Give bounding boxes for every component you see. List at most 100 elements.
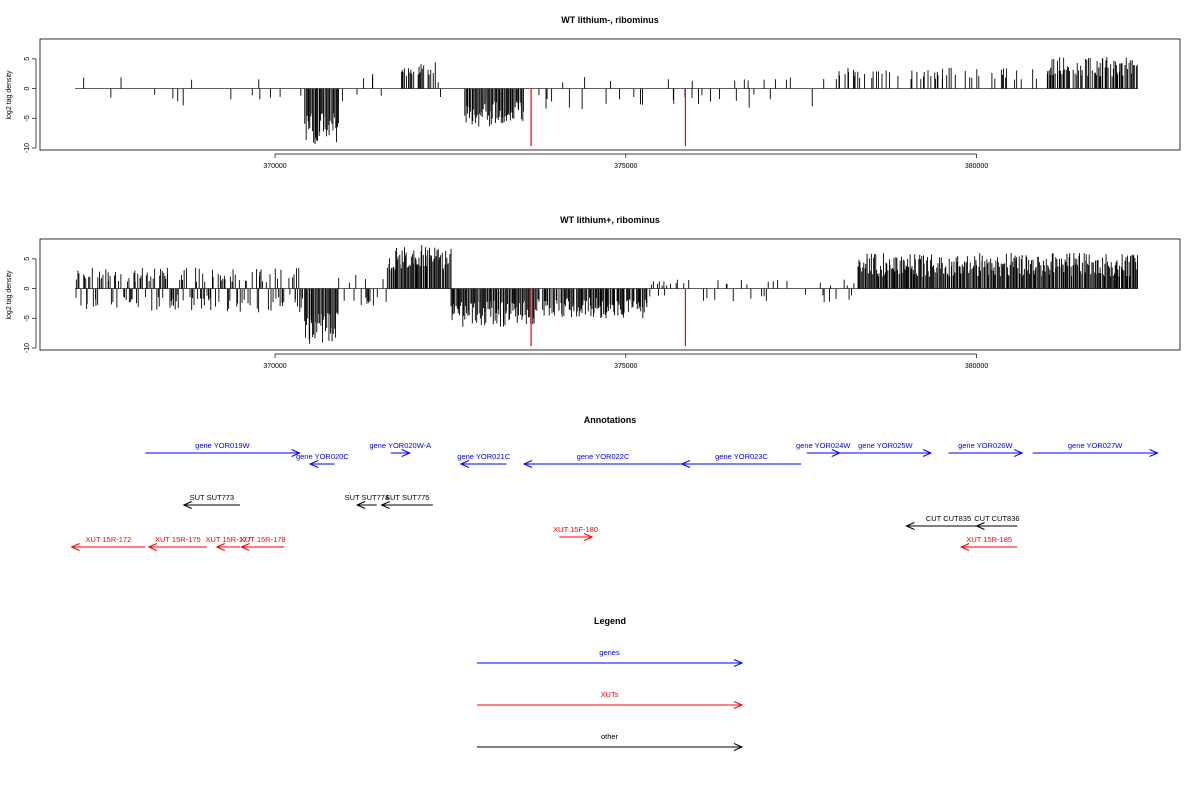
y-tick-label: -5 xyxy=(24,115,31,121)
feature-label: gene YOR019W xyxy=(195,441,250,450)
legend-item: genes xyxy=(477,648,744,667)
feature-label: gene YOR026W xyxy=(958,441,1013,450)
feature-arrow-head xyxy=(147,543,157,551)
feature-arrow-head xyxy=(380,501,390,509)
feature-arrow-head xyxy=(240,543,250,551)
x-tick-label: 380000 xyxy=(965,163,988,170)
legend-arrow-head xyxy=(733,743,744,751)
feature-arrow-head xyxy=(905,522,915,530)
feature-label: CUT CUT835 xyxy=(926,514,971,523)
y-tick-label: 0 xyxy=(24,287,31,291)
axes: 5 0 -5 -10 370000 375000 380000 xyxy=(24,257,988,370)
feature-label: XUT 15R-185 xyxy=(966,535,1012,544)
y-tick-label: -10 xyxy=(24,143,31,153)
y-axis-label: log2 tag density xyxy=(6,70,13,120)
annotation-feature: gene YOR021C xyxy=(457,452,511,468)
legend-title: Legend xyxy=(594,616,626,626)
annotation-feature: XUT 15R-175 xyxy=(147,535,207,551)
feature-arrow-head xyxy=(1013,449,1024,457)
annotation-feature: SUT SUT774 xyxy=(345,493,389,509)
legend-item: other xyxy=(477,732,744,751)
annotation-feature: XUT 15R-172 xyxy=(70,535,146,551)
feature-label: XUT 15F-180 xyxy=(553,525,598,534)
feature-label: SUT SUT775 xyxy=(385,493,429,502)
feature-label: gene YOR022C xyxy=(577,452,630,461)
feature-arrow-head xyxy=(355,501,366,509)
feature-label: XUT 15R-178 xyxy=(240,535,286,544)
feature-arrow-head xyxy=(401,449,411,457)
feature-label: gene YOR024W xyxy=(796,441,851,450)
feature-arrow-head xyxy=(680,460,691,468)
feature-label: gene YOR027W xyxy=(1068,441,1123,450)
annotation-feature: XUT 15R-177 xyxy=(206,535,251,551)
legend-arrow-head xyxy=(733,701,744,709)
feature-label: SUT SUT774 xyxy=(345,493,389,502)
annotation-feature: SUT SUT775 xyxy=(380,493,433,509)
annotation-feature: CUT CUT836 xyxy=(974,514,1020,530)
track-panel-lithium-plus: WT lithium+, ribominus log2 tag density … xyxy=(6,215,1181,370)
annotation-feature: XUT 15R-185 xyxy=(959,535,1018,551)
feature-arrow-head xyxy=(959,543,970,551)
plot-frame xyxy=(39,38,1181,151)
feature-arrow-head xyxy=(215,543,225,551)
feature-label: gene YOR023C xyxy=(715,452,768,461)
feature-arrow-head xyxy=(182,501,193,509)
legend-panel: Legend genes XUTs other xyxy=(477,616,744,751)
panel-title: WT lithium-, ribominus xyxy=(561,15,659,25)
feature-label: XUT 15R-172 xyxy=(86,535,132,544)
feature-label: gene YOR025W xyxy=(858,441,913,450)
feature-arrow-head xyxy=(522,460,533,468)
annotation-feature: gene YOR026W xyxy=(948,441,1024,457)
annotation-feature: gene YOR024W xyxy=(796,441,851,457)
y-tick-label: -10 xyxy=(24,343,31,353)
panel-title: WT lithium+, ribominus xyxy=(560,215,660,225)
annotation-feature: gene YOR020C xyxy=(296,452,349,468)
legend-arrow-head xyxy=(733,659,744,667)
legend-label: other xyxy=(601,732,619,741)
signal-bars xyxy=(75,57,1138,147)
annotation-feature: XUT 15F-180 xyxy=(553,525,598,541)
legend-label: XUTs xyxy=(601,690,619,699)
legend-label: genes xyxy=(599,648,620,657)
feature-label: SUT SUT773 xyxy=(190,493,234,502)
legend-item: XUTs xyxy=(477,690,744,709)
feature-arrow-head xyxy=(583,533,594,541)
annotation-feature: gene YOR023C xyxy=(680,452,802,468)
annotation-feature: XUT 15R-178 xyxy=(240,535,286,551)
legend-items: genes XUTs other xyxy=(477,648,744,751)
y-tick-label: 0 xyxy=(24,87,31,91)
feature-label: gene YOR021C xyxy=(457,452,510,461)
x-tick-label: 380000 xyxy=(965,363,988,370)
x-tick-label: 370000 xyxy=(263,363,286,370)
annotation-feature: gene YOR027W xyxy=(1032,441,1159,457)
axes: 5 0 -5 -10 370000 375000 380000 xyxy=(24,57,988,170)
annotation-features: gene YOR019W gene YOR020C gene YOR020W-A ge… xyxy=(70,441,1159,551)
feature-label: gene YOR020C xyxy=(296,452,349,461)
annotations-title: Annotations xyxy=(584,415,637,425)
feature-arrow-head xyxy=(459,460,470,468)
x-tick-label: 375000 xyxy=(614,363,637,370)
feature-label: XUT 15R-175 xyxy=(155,535,201,544)
feature-arrow-head xyxy=(922,449,933,457)
feature-arrow-head xyxy=(291,449,301,457)
annotation-feature: gene YOR022C xyxy=(522,452,682,468)
plot-frame xyxy=(39,238,1181,351)
feature-arrow-head xyxy=(308,460,319,468)
feature-label: CUT CUT836 xyxy=(974,514,1019,523)
annotation-feature: gene YOR020W-A xyxy=(369,441,431,457)
feature-arrow-head xyxy=(975,522,985,530)
annotation-feature: SUT SUT773 xyxy=(182,493,240,509)
x-tick-label: 370000 xyxy=(263,163,286,170)
annotation-feature: gene YOR025W xyxy=(839,441,933,457)
feature-arrow-head xyxy=(1149,449,1159,457)
annotation-feature: gene YOR019W xyxy=(145,441,301,457)
y-tick-label: -5 xyxy=(24,315,31,321)
y-tick-label: 5 xyxy=(24,257,31,261)
y-axis-label: log2 tag density xyxy=(6,270,13,320)
feature-arrow-head xyxy=(70,543,80,551)
y-tick-label: 5 xyxy=(24,57,31,61)
x-tick-label: 375000 xyxy=(614,163,637,170)
signal-bars xyxy=(75,245,1138,347)
